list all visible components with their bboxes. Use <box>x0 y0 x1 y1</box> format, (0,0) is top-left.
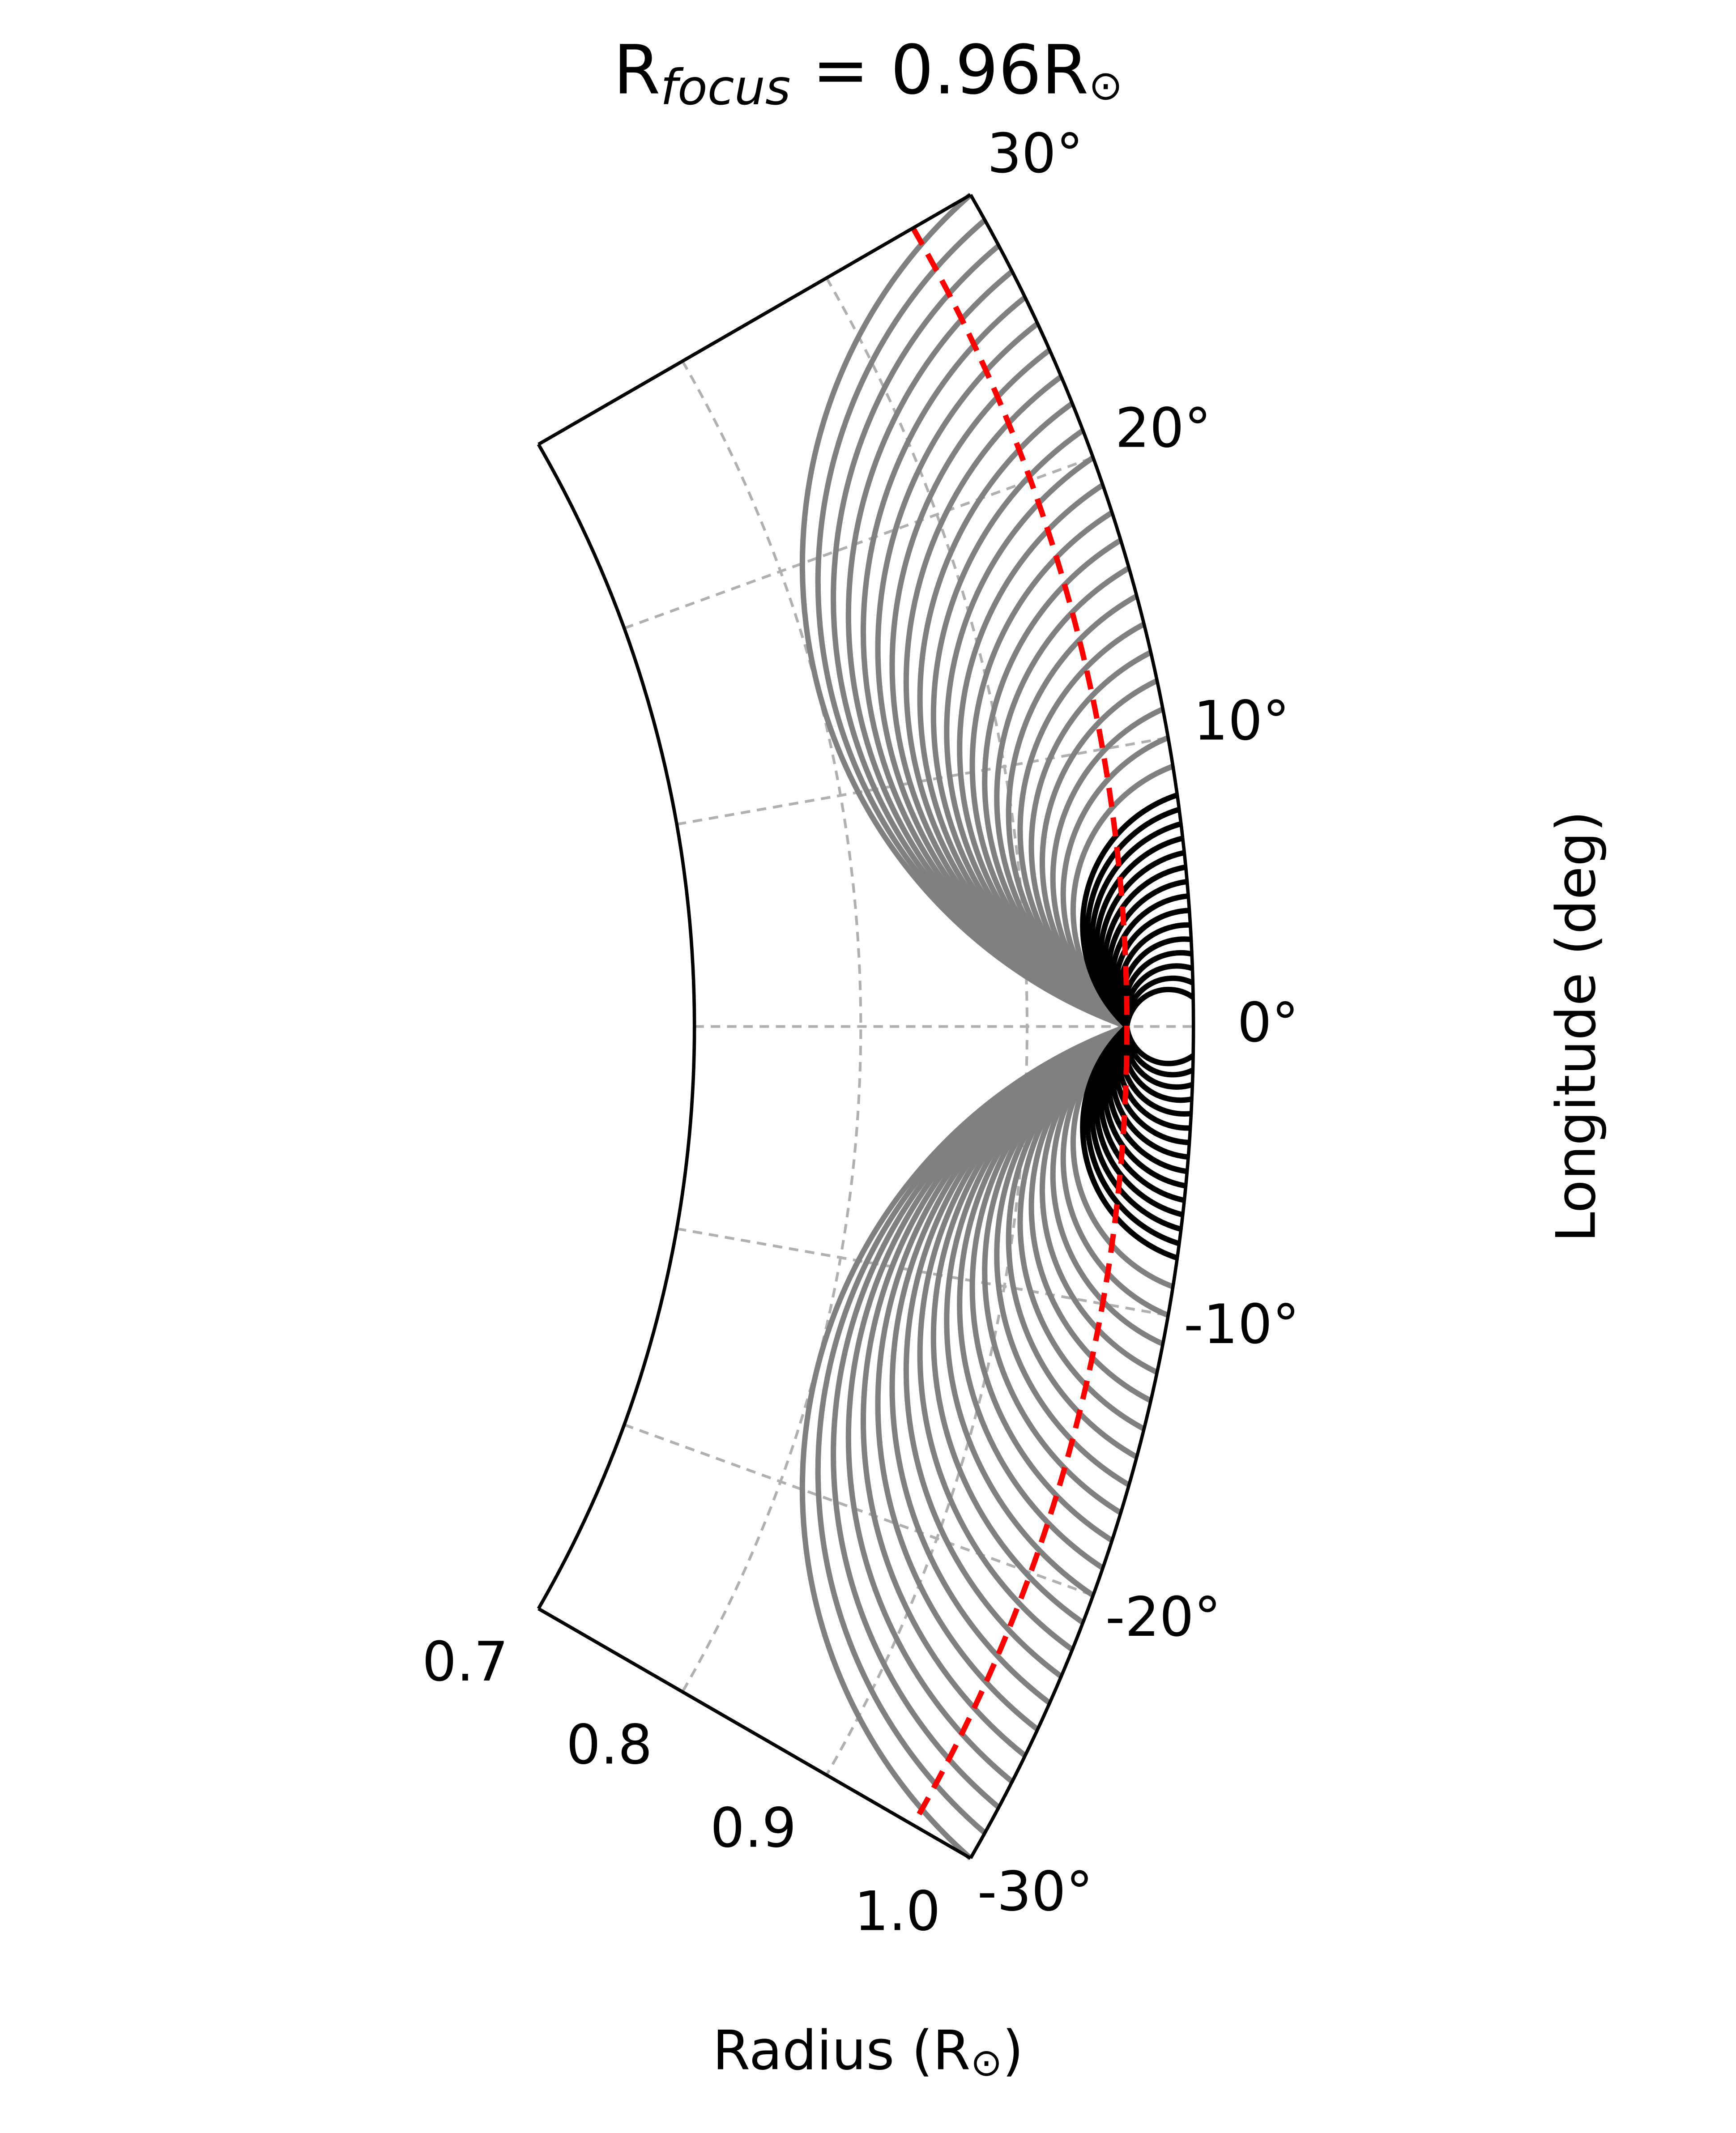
inner-edge <box>537 443 696 1610</box>
chart-title: Rfocus = 0.96R⊙ <box>613 30 1122 116</box>
r-tick-label: 1.0 <box>854 1880 941 1943</box>
labels: 30° 20° 10° 0° -10° -20° -30° 0.7 0.8 0.9 1.0 <box>422 122 1299 1943</box>
label-part: ) <box>1002 2019 1024 2082</box>
theta-tick-label: 0° <box>1237 991 1299 1054</box>
focus-radius-line <box>910 226 1130 1826</box>
theta-tick-label: -10° <box>1184 1293 1300 1356</box>
title-subscript: ⊙ <box>1088 62 1122 109</box>
theta-grid-line <box>676 1227 1169 1317</box>
r-tick-label: 0.9 <box>710 1797 797 1860</box>
field-loop <box>799 1024 1128 1860</box>
loops <box>799 192 1195 1860</box>
label-part: Radius (R <box>712 2019 970 2082</box>
label-subscript: ⊙ <box>971 2041 1002 2085</box>
theta-tick-label: 10° <box>1194 689 1290 752</box>
theta-tick-label: 20° <box>1115 397 1211 460</box>
side-edge <box>537 193 972 446</box>
outer-edge <box>969 194 1195 1859</box>
title-subscript: focus <box>661 59 791 116</box>
theta-tick-label: 30° <box>987 122 1083 185</box>
theta-grid-line <box>623 1423 1094 1597</box>
r-tick-label: 0.7 <box>422 1630 508 1694</box>
theta-tick-label: -20° <box>1105 1586 1221 1649</box>
theta-grid-line <box>676 736 1169 826</box>
r-grid-line <box>681 360 862 1693</box>
field-loop <box>799 192 1128 1029</box>
side-edge <box>537 1607 972 1860</box>
theta-grid-line <box>623 456 1094 630</box>
frame <box>537 193 1195 1860</box>
r-tick-label: 0.8 <box>566 1714 653 1777</box>
field-loop <box>1080 792 1178 1029</box>
y-axis-label: Longitude (deg) <box>1544 811 1608 1242</box>
title-part: R <box>613 30 660 109</box>
title-part: = 0.96R <box>791 30 1089 109</box>
field-loop <box>1080 1024 1178 1261</box>
theta-tick-label: -30° <box>977 1860 1093 1923</box>
x-axis-label: Radius (R⊙) <box>712 2019 1024 2085</box>
